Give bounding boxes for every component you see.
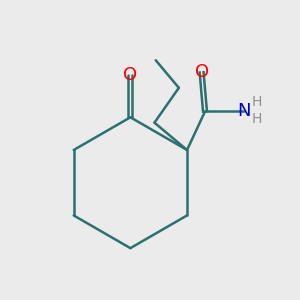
- Text: H: H: [251, 112, 262, 126]
- Text: O: O: [194, 63, 209, 81]
- Text: O: O: [123, 66, 137, 84]
- Text: N: N: [238, 103, 251, 121]
- Text: H: H: [251, 95, 262, 109]
